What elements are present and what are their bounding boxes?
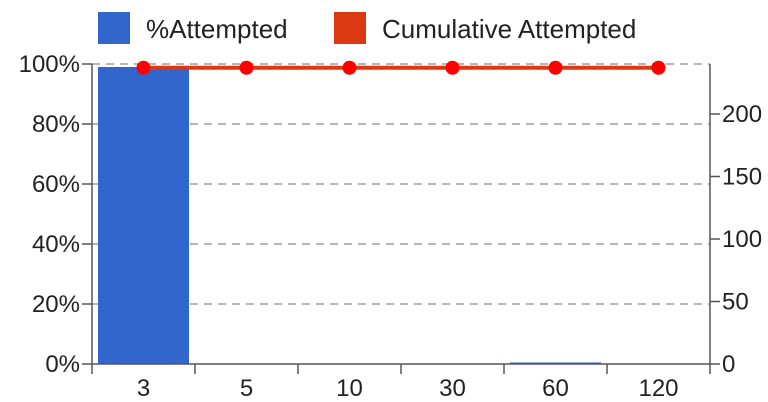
line-point bbox=[445, 60, 460, 75]
legend-label-cumulative: Cumulative Attempted bbox=[382, 14, 636, 44]
right-tick-label: 200 bbox=[722, 101, 762, 128]
gridlines bbox=[92, 63, 710, 305]
right-tick-label: 150 bbox=[722, 164, 762, 191]
left-tick-label: 80% bbox=[32, 111, 80, 138]
legend-swatch-attempted bbox=[98, 12, 130, 44]
right-tick-label: 100 bbox=[722, 226, 762, 253]
right-tick-label: 0 bbox=[722, 351, 735, 378]
legend-label-attempted: %Attempted bbox=[146, 14, 288, 44]
legend-swatch-cumulative bbox=[334, 12, 366, 44]
line-point bbox=[239, 60, 254, 75]
x-tick-label: 120 bbox=[638, 375, 678, 402]
line-point bbox=[548, 60, 563, 75]
x-axis-ticks: 3 5 10 30 60 120 bbox=[91, 364, 711, 402]
left-tick-label: 20% bbox=[32, 291, 80, 318]
line-series bbox=[136, 60, 666, 75]
line-point bbox=[651, 60, 666, 75]
x-tick-label: 60 bbox=[542, 375, 569, 402]
line-point bbox=[136, 60, 151, 75]
bar bbox=[98, 67, 189, 364]
right-axis-ticks: 0 50 100 150 200 bbox=[710, 101, 762, 378]
left-tick-label: 100% bbox=[19, 51, 80, 78]
x-tick-label: 10 bbox=[336, 375, 363, 402]
legend: %Attempted Cumulative Attempted bbox=[98, 12, 636, 44]
x-tick-label: 30 bbox=[439, 375, 466, 402]
left-tick-label: 40% bbox=[32, 231, 80, 258]
line-point bbox=[342, 60, 357, 75]
bar-series bbox=[98, 67, 601, 364]
left-tick-label: 0% bbox=[45, 351, 80, 378]
left-axis-ticks: 0% 20% 40% 60% 80% 100% bbox=[19, 51, 92, 378]
x-tick-label: 5 bbox=[240, 375, 253, 402]
left-tick-label: 60% bbox=[32, 171, 80, 198]
x-tick-label: 3 bbox=[137, 375, 150, 402]
right-tick-label: 50 bbox=[722, 289, 749, 316]
